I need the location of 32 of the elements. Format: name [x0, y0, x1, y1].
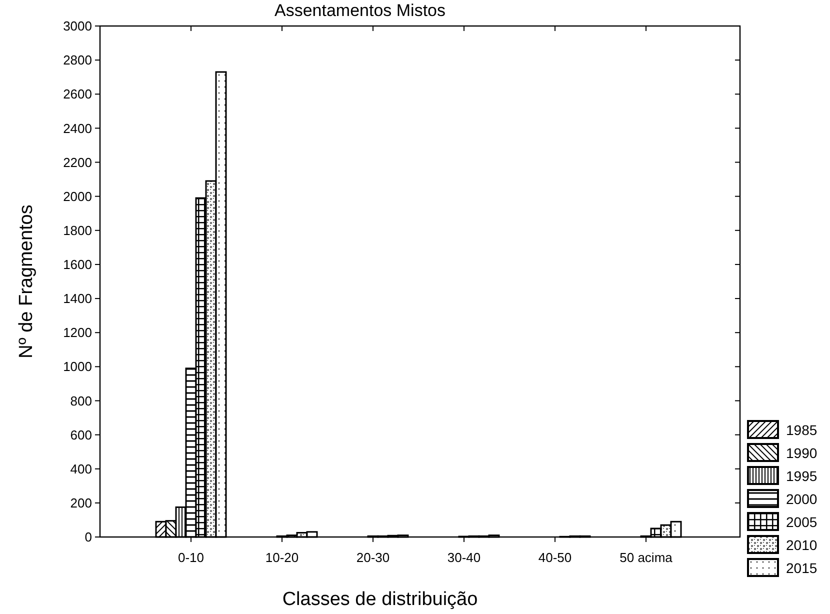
chart-title: Assentamentos Mistos: [274, 1, 446, 20]
y-tick-label: 800: [70, 393, 92, 408]
x-tick-label: 10-20: [265, 550, 299, 565]
x-axis-title: Classes de distribuição: [282, 589, 478, 610]
y-tick-label: 1000: [63, 359, 92, 374]
legend-label: 2000: [786, 491, 818, 507]
legend-label: 2005: [786, 514, 818, 530]
y-tick-label: 2200: [63, 154, 92, 170]
y-tick-label: 1400: [63, 291, 92, 306]
y-tick-label: 400: [70, 461, 92, 476]
y-tick-label: 0: [84, 530, 92, 545]
y-tick-label: 200: [70, 495, 92, 510]
y-tick-label: 2800: [63, 52, 92, 68]
legend-label: 1990: [786, 445, 818, 461]
legend-label: 2015: [786, 560, 818, 576]
y-tick-label: 3000: [63, 18, 92, 34]
y-tick-label: 2400: [63, 120, 92, 136]
x-tick-label: 40-50: [538, 550, 572, 565]
y-tick-label: 2600: [63, 86, 92, 102]
y-tick-label: 1200: [63, 325, 92, 340]
x-tick-label: 20-30: [356, 550, 390, 565]
y-tick-label: 600: [70, 427, 92, 442]
legend-label: 1985: [786, 422, 818, 438]
legend-label: 2010: [786, 537, 818, 553]
legend-label: 1995: [786, 468, 818, 484]
x-tick-label: 50 acima: [620, 550, 674, 565]
y-tick-label: 2000: [63, 188, 92, 204]
x-tick-label: 30-40: [447, 550, 481, 565]
y-tick-label: 1800: [63, 222, 92, 238]
y-axis-title: Nº de Fragmentos: [16, 204, 37, 358]
y-tick-label: 1600: [63, 257, 92, 272]
x-tick-label: 0-10: [178, 550, 204, 565]
